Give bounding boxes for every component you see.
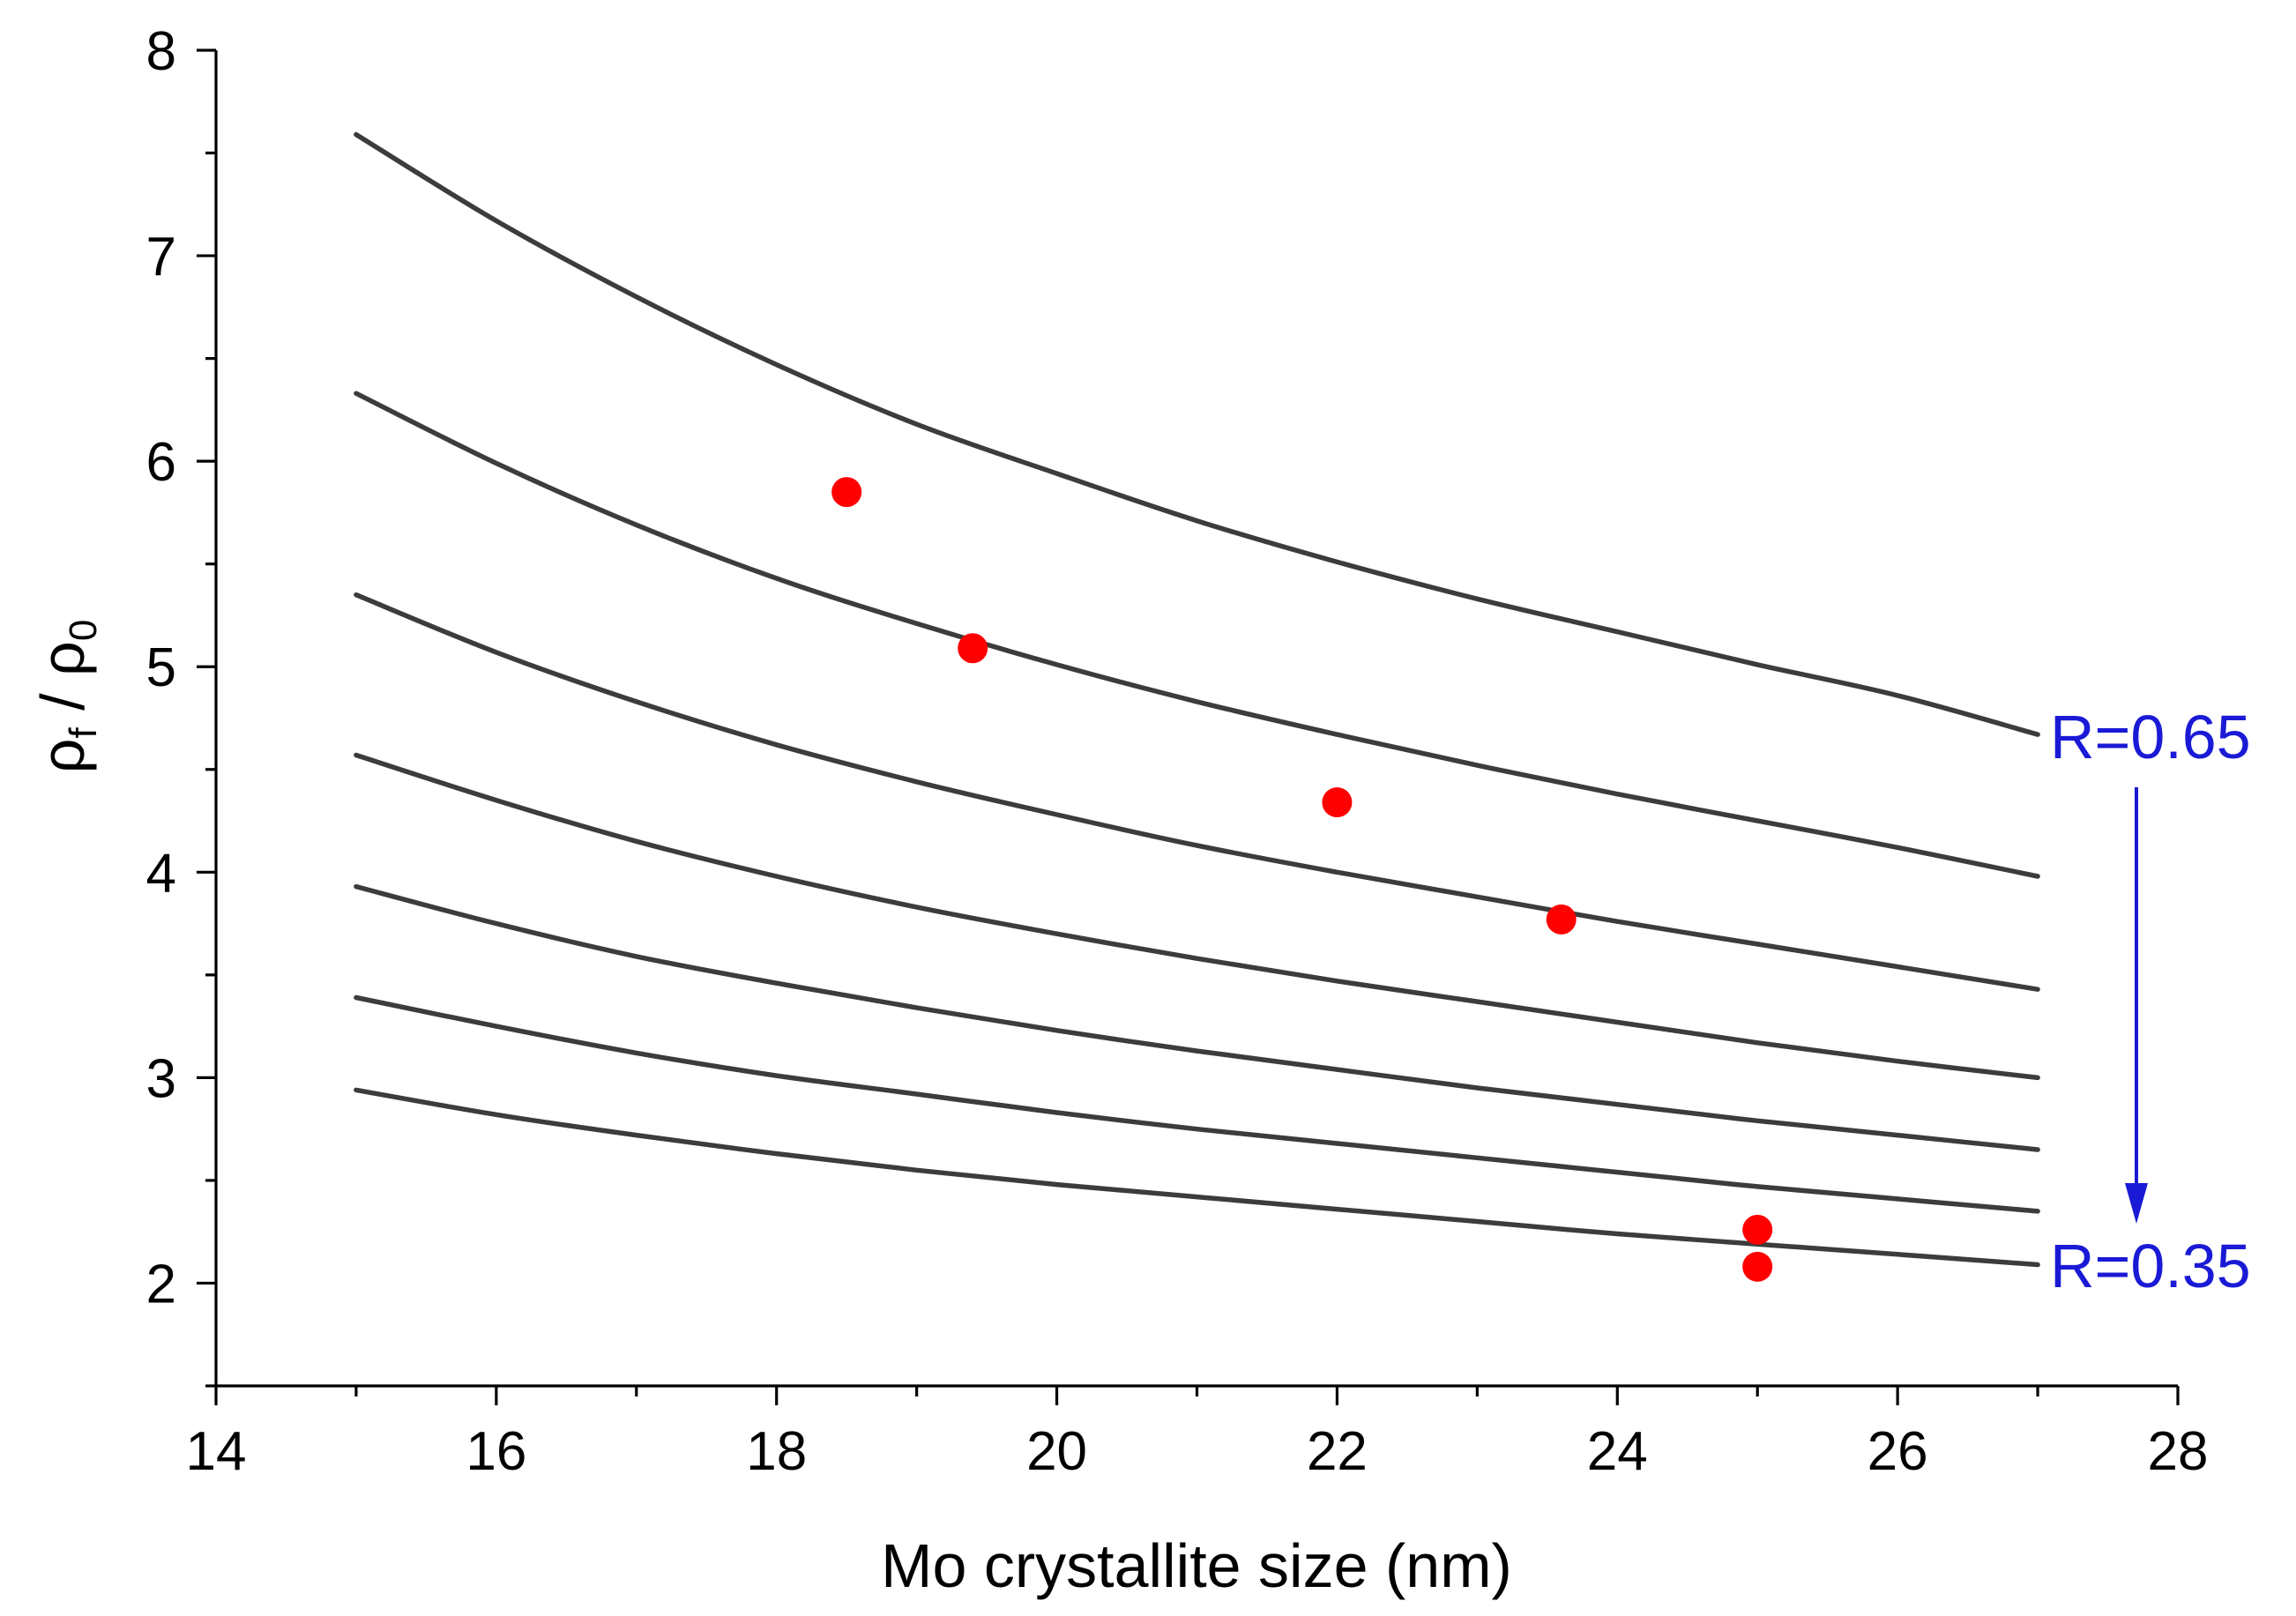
axes — [214, 50, 2178, 1388]
annotation-bottom-label: R=0.35 — [2050, 1232, 2251, 1300]
annotation-arrow-head-icon — [2125, 1183, 2148, 1224]
curve-r-0-45 — [354, 883, 2040, 1152]
y-axis-title-rho-f: ρ — [28, 739, 97, 774]
y-axis-title-sub-f: f — [62, 727, 105, 739]
curve-r-0-35 — [354, 1087, 2040, 1268]
y-axis-title: ρf / ρ0 — [28, 620, 105, 774]
annotation-top-label: R=0.65 — [2050, 703, 2251, 771]
y-tick-label-6: 6 — [146, 432, 176, 493]
curve-r-0-50 — [354, 752, 2040, 1081]
y-tick-label-7: 7 — [146, 227, 176, 287]
y-tick-label-4: 4 — [146, 843, 176, 904]
y-axis-title-rho-0: ρ — [28, 641, 97, 676]
x-tick-label-18: 18 — [746, 1421, 807, 1482]
measured-points — [831, 477, 1773, 1282]
data-point — [1546, 904, 1577, 935]
curve-r-0-40 — [354, 994, 2040, 1214]
x-tick-label-14: 14 — [186, 1421, 247, 1482]
x-tick-label-20: 20 — [1026, 1421, 1087, 1482]
model-curves — [354, 131, 2040, 1268]
x-tick-label-26: 26 — [1867, 1421, 1928, 1482]
x-tick-label-16: 16 — [466, 1421, 526, 1482]
data-point — [831, 477, 862, 508]
y-axis-title-slash: / — [28, 676, 97, 727]
y-tick-label-8: 8 — [146, 21, 176, 82]
x-tick-label-28: 28 — [2148, 1421, 2209, 1482]
data-point — [1322, 787, 1353, 818]
y-tick-label-5: 5 — [146, 637, 176, 698]
data-point — [958, 633, 988, 664]
data-point — [1742, 1214, 1773, 1245]
x-tick-label-22: 22 — [1307, 1421, 1368, 1482]
data-point — [1742, 1251, 1773, 1282]
y-tick-label-3: 3 — [146, 1048, 176, 1109]
x-ticks: 14 16 18 20 22 24 26 28 — [186, 1386, 2209, 1482]
x-tick-label-24: 24 — [1587, 1421, 1648, 1482]
curve-r-0-55 — [354, 592, 2040, 992]
y-axis-title-sub-0: 0 — [62, 620, 105, 641]
x-axis-title: Mo crystallite size (nm) — [881, 1531, 1512, 1600]
y-ticks: 2 3 4 5 6 7 8 — [146, 21, 216, 1388]
y-tick-label-2: 2 — [146, 1254, 176, 1314]
curve-r-0-60 — [354, 391, 2040, 879]
curve-r-0-65 — [354, 131, 2040, 737]
